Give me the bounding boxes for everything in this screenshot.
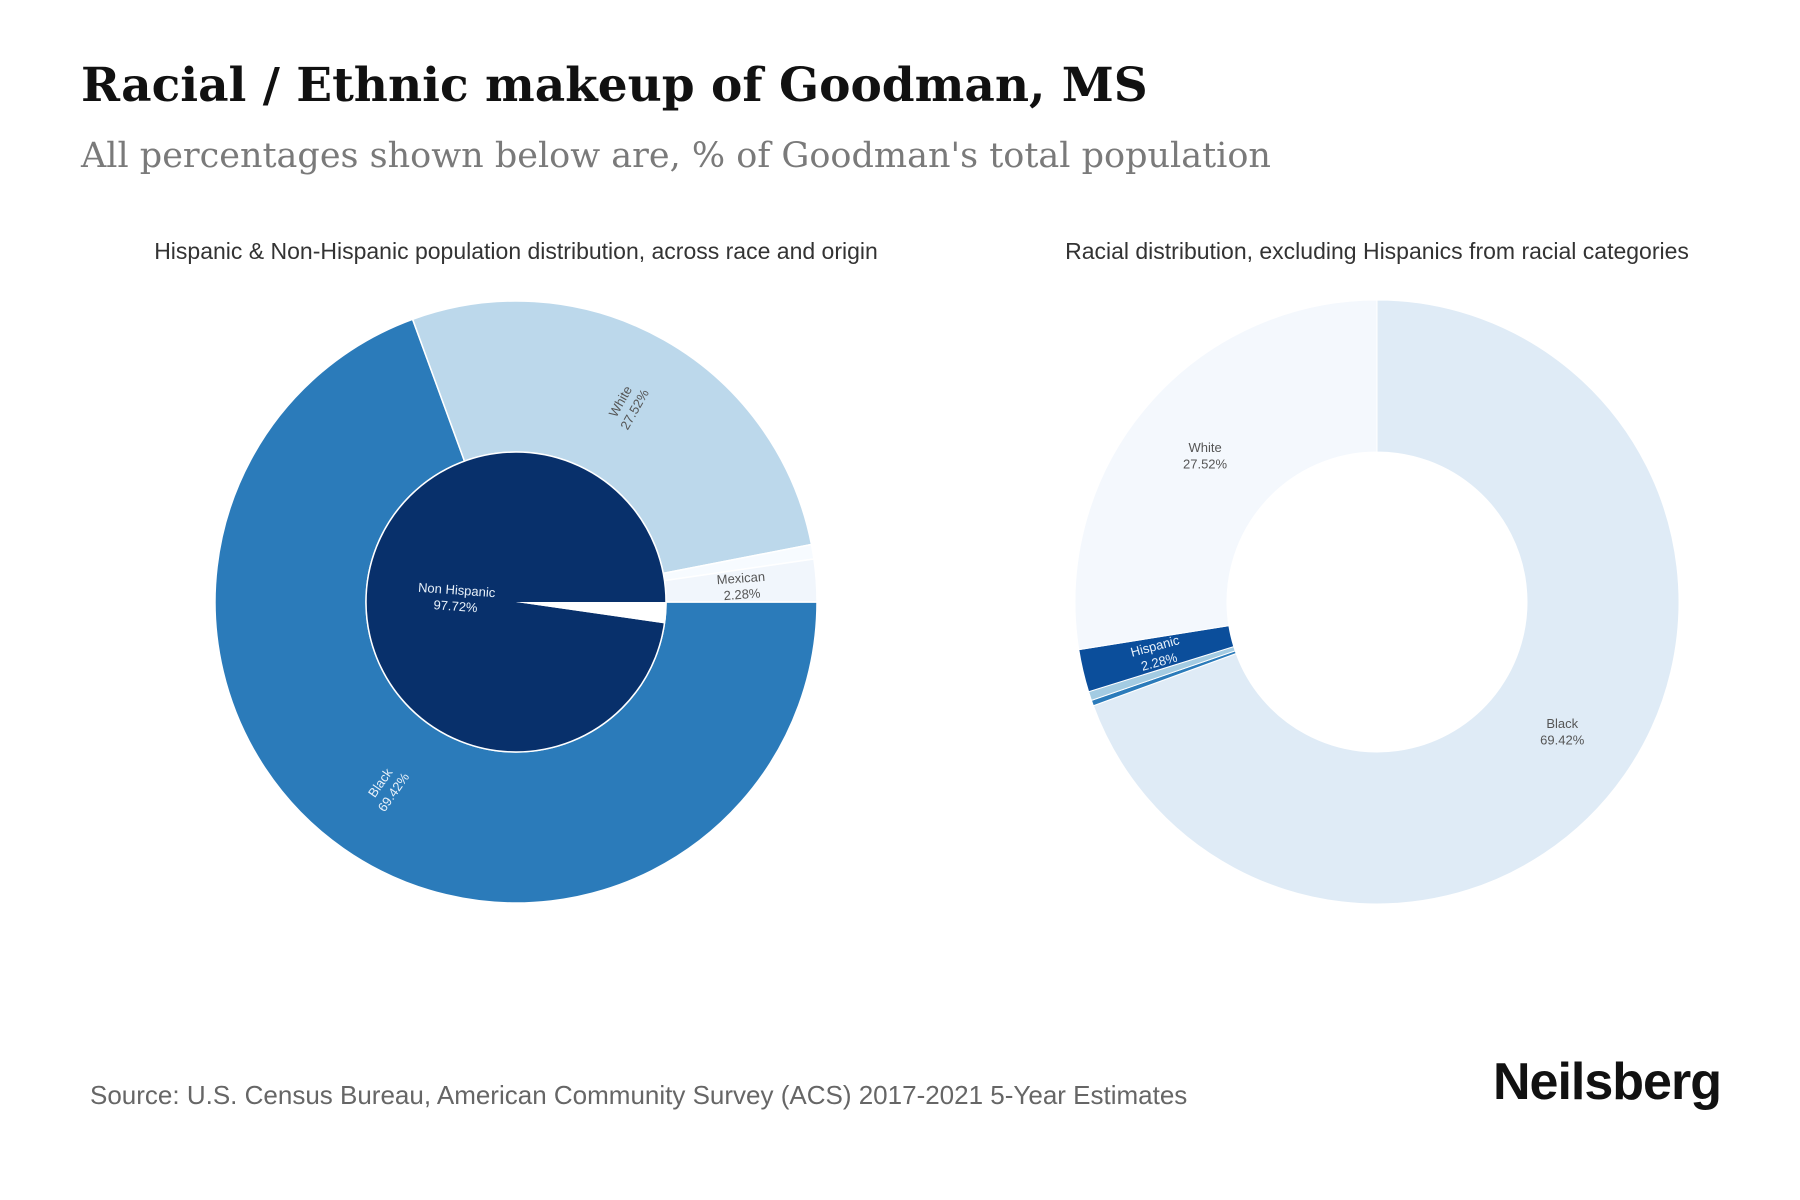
left-chart-title: Hispanic & Non-Hispanic population distr…: [154, 238, 878, 264]
donut-label-name-white: White: [1188, 440, 1221, 455]
inner-ring-border: [365, 451, 667, 753]
inner-label-non-hispanic: Non Hispanic97.72%: [416, 580, 496, 617]
brand-logo: Neilsberg: [1493, 1053, 1722, 1111]
inner-slice-hispanic-1: [516, 602, 666, 624]
donut-label-value-white: 27.52%: [1183, 456, 1228, 471]
donut-label-value-black: 69.42%: [1540, 732, 1585, 747]
donut-label-black: Black 69.42%: [1540, 716, 1585, 747]
outer-label-value-mexican: 2.28%: [723, 585, 761, 603]
donut-slice-black-0: [1092, 299, 1680, 905]
inner-slice-non-hispanic-0: [365, 451, 666, 752]
page-subtitle: All percentages shown below are, % of Go…: [81, 136, 1271, 176]
inner-label-name-non-hispanic: Non Hispanic: [418, 580, 497, 601]
source-note: Source: U.S. Census Bureau, American Com…: [90, 1080, 1188, 1110]
left-donut-chart: Black69.42%White27.52%Mexican2.28%Non Hi…: [214, 300, 818, 904]
donut-label-name-black: Black: [1546, 716, 1578, 731]
page-title: Racial / Ethnic makeup of Goodman, MS: [81, 58, 1148, 113]
outer-label-name-mexican: Mexican: [716, 569, 765, 587]
right-chart-title: Racial distribution, excluding Hispanics…: [1065, 238, 1689, 264]
donut-slice-white-4: [1074, 299, 1378, 651]
inner-label-value-non-hispanic: 97.72%: [433, 597, 478, 615]
right-donut-chart: Black 69.42%Hispanic2.28%White 27.52%: [1074, 299, 1680, 905]
donut-label-white: White 27.52%: [1183, 440, 1228, 471]
outer-label-mexican: Mexican2.28%: [716, 569, 767, 604]
